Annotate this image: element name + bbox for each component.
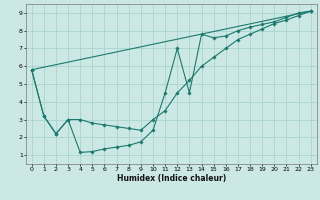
X-axis label: Humidex (Indice chaleur): Humidex (Indice chaleur) bbox=[116, 174, 226, 183]
